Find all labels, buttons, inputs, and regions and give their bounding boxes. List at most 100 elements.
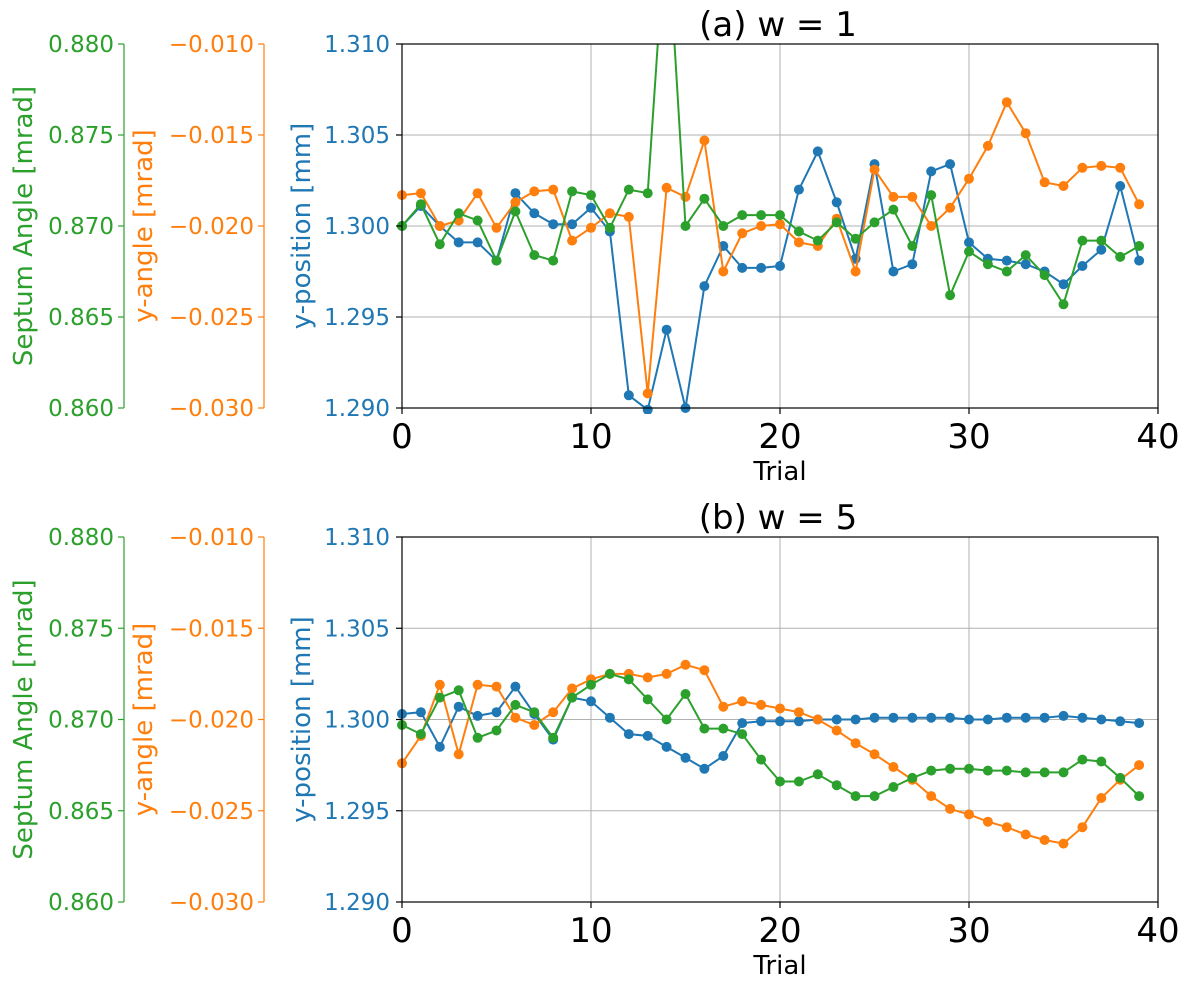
data-point-y-position xyxy=(661,324,672,335)
data-point-septum-angle xyxy=(491,725,502,736)
data-point-y-angle xyxy=(1115,162,1126,173)
data-point-septum-angle xyxy=(510,206,521,217)
data-point-y-position xyxy=(926,166,937,177)
data-point-septum-angle xyxy=(831,780,842,791)
data-point-septum-angle xyxy=(926,765,937,776)
data-point-septum-angle xyxy=(926,190,937,201)
data-point-septum-angle xyxy=(1115,772,1126,783)
septum-tick-label: 0.880 xyxy=(48,525,114,551)
data-point-y-angle xyxy=(1001,822,1012,833)
data-point-septum-angle xyxy=(415,199,426,210)
data-point-y-position xyxy=(775,716,785,727)
x-tick-label: 20 xyxy=(758,911,801,951)
data-point-y-angle xyxy=(1077,822,1088,833)
data-point-y-position xyxy=(869,712,880,723)
data-point-y-position xyxy=(1020,712,1031,723)
data-point-septum-angle xyxy=(529,707,540,718)
data-point-y-angle xyxy=(793,707,804,718)
data-point-y-angle xyxy=(699,665,710,676)
data-point-septum-angle xyxy=(548,255,559,266)
data-point-y-position xyxy=(1134,255,1145,266)
data-point-septum-angle xyxy=(642,188,653,199)
chart-title: (a) w = 1 xyxy=(699,5,857,45)
y-position-tick-label: 1.305 xyxy=(324,123,390,149)
data-point-y-angle xyxy=(737,696,748,707)
data-point-y-angle xyxy=(775,219,785,230)
septum-tick-label: 0.860 xyxy=(48,396,114,422)
data-point-septum-angle xyxy=(907,241,918,251)
data-point-septum-angle xyxy=(604,668,615,679)
data-point-y-angle xyxy=(756,699,767,710)
y-angle-axis-label: y-angle [mrad] xyxy=(129,129,159,322)
data-point-y-angle xyxy=(567,235,578,246)
data-point-y-angle xyxy=(510,197,521,208)
data-point-septum-angle xyxy=(567,186,578,197)
data-point-y-position xyxy=(472,710,483,721)
x-tick-label: 10 xyxy=(569,417,612,457)
y-position-axis-label: y-position [mm] xyxy=(287,616,317,823)
data-point-y-angle xyxy=(718,701,729,712)
data-point-y-position xyxy=(661,741,672,752)
y-angle-tick-label: −0.020 xyxy=(169,708,254,734)
y-angle-tick-label: −0.015 xyxy=(169,123,254,149)
data-point-septum-angle xyxy=(623,674,634,685)
data-point-septum-angle xyxy=(888,782,899,792)
data-point-y-angle xyxy=(888,191,899,202)
data-point-y-position xyxy=(586,202,596,213)
data-point-y-position xyxy=(1115,181,1126,191)
data-point-y-angle xyxy=(945,803,956,814)
x-tick-label: 40 xyxy=(1136,417,1179,457)
data-point-y-angle xyxy=(1058,838,1069,849)
data-point-septum-angle xyxy=(567,692,578,703)
septum-axis-label: Septum Angle [mrad] xyxy=(9,579,39,859)
septum-tick-label: 0.870 xyxy=(48,214,114,240)
data-point-septum-angle xyxy=(1077,754,1088,765)
data-point-y-angle xyxy=(1096,160,1107,171)
chart-panel-1: 0 10 20 30 40 Trial (a) w = 1 1.290 1.295 1.300 1.… xyxy=(9,5,1180,487)
data-point-y-angle xyxy=(869,164,880,175)
data-point-septum-angle xyxy=(737,729,748,740)
data-point-septum-angle xyxy=(1039,767,1050,778)
data-point-y-position xyxy=(604,712,615,723)
data-point-septum-angle xyxy=(453,685,464,696)
series-line-y-angle xyxy=(401,100,1140,394)
data-point-y-position xyxy=(510,681,521,692)
chart-title: (b) w = 5 xyxy=(699,498,857,538)
data-point-y-angle xyxy=(964,173,974,184)
septum-tick-label: 0.870 xyxy=(48,708,114,734)
data-point-septum-angle xyxy=(491,255,502,266)
y-angle-tick-label: −0.030 xyxy=(169,890,254,916)
data-point-y-position xyxy=(491,707,502,718)
data-point-y-position xyxy=(737,718,748,729)
data-point-y-position xyxy=(1001,712,1012,723)
data-point-y-angle xyxy=(1077,162,1088,173)
data-point-y-position xyxy=(907,712,918,723)
data-point-septum-angle xyxy=(1096,235,1107,246)
data-point-septum-angle xyxy=(793,776,804,787)
x-tick-label: 10 xyxy=(569,911,612,951)
data-point-y-angle xyxy=(1039,177,1050,188)
data-point-y-angle xyxy=(982,816,993,827)
data-point-septum-angle xyxy=(472,215,483,226)
data-point-septum-angle xyxy=(945,290,956,301)
data-point-y-angle xyxy=(869,749,880,760)
data-point-y-position xyxy=(982,714,993,725)
data-point-y-angle xyxy=(529,720,540,730)
data-point-y-position xyxy=(831,197,842,208)
data-point-y-position xyxy=(756,262,767,273)
septum-tick-label: 0.865 xyxy=(48,799,114,825)
data-point-septum-angle xyxy=(415,729,426,740)
septum-axis-label: Septum Angle [mrad] xyxy=(9,86,39,366)
y-position-axis-label: y-position [mm] xyxy=(287,123,317,330)
y-angle-axis-label: y-angle [mrad] xyxy=(129,623,159,816)
data-point-y-angle xyxy=(737,228,748,239)
x-axis-label: Trial xyxy=(752,951,806,981)
data-point-y-angle xyxy=(642,672,653,683)
data-point-septum-angle xyxy=(793,226,804,237)
data-point-y-position xyxy=(510,188,521,199)
data-point-y-angle xyxy=(699,135,710,146)
data-point-y-position xyxy=(529,208,540,219)
septum-tick-label: 0.880 xyxy=(48,32,114,58)
series-line-y-angle xyxy=(401,663,1140,845)
septum-tick-label: 0.865 xyxy=(48,305,114,331)
